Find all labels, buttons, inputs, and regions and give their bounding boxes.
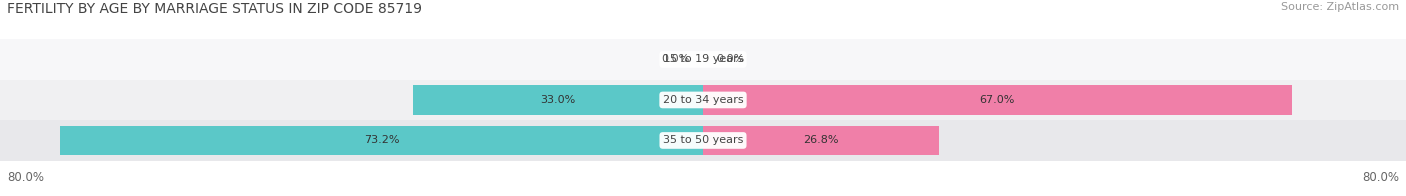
Text: 15 to 19 years: 15 to 19 years <box>662 54 744 64</box>
Text: 73.2%: 73.2% <box>364 135 399 145</box>
Text: 33.0%: 33.0% <box>540 95 575 105</box>
Text: FERTILITY BY AGE BY MARRIAGE STATUS IN ZIP CODE 85719: FERTILITY BY AGE BY MARRIAGE STATUS IN Z… <box>7 2 422 16</box>
Bar <box>59 126 703 155</box>
Text: 80.0%: 80.0% <box>7 171 44 183</box>
Bar <box>703 126 939 155</box>
Text: 0.0%: 0.0% <box>716 54 744 64</box>
Text: 26.8%: 26.8% <box>803 135 838 145</box>
Bar <box>413 85 703 114</box>
Bar <box>0 39 1406 80</box>
Text: 0.0%: 0.0% <box>662 54 690 64</box>
Text: 80.0%: 80.0% <box>1362 171 1399 183</box>
Text: 35 to 50 years: 35 to 50 years <box>662 135 744 145</box>
Text: 20 to 34 years: 20 to 34 years <box>662 95 744 105</box>
Bar <box>0 120 1406 161</box>
Text: 67.0%: 67.0% <box>980 95 1015 105</box>
Bar <box>0 80 1406 120</box>
Bar <box>703 85 1292 114</box>
Text: Source: ZipAtlas.com: Source: ZipAtlas.com <box>1281 2 1399 12</box>
